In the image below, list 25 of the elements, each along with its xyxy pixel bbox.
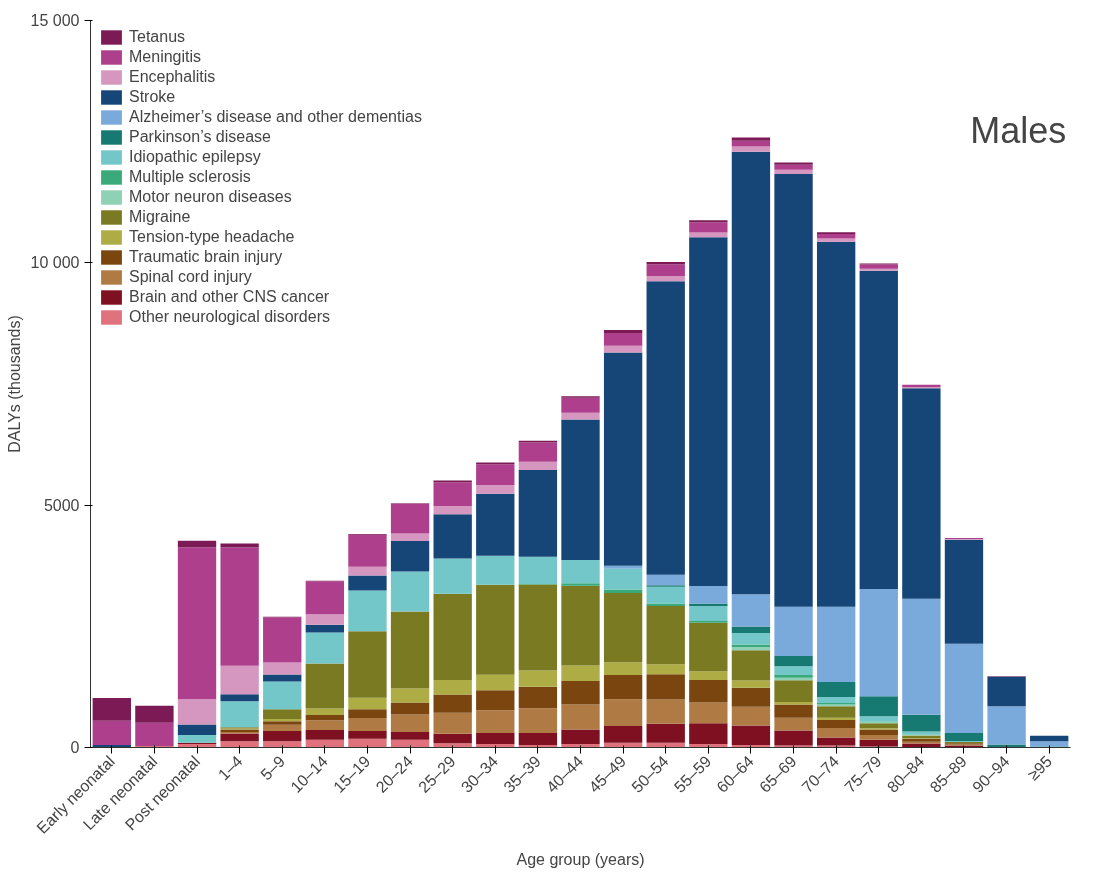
y-tick-label: 5000	[43, 496, 80, 514]
legend-label: Alzheimer’s disease and other dementias	[129, 108, 422, 126]
legend-label: Idiopathic epilepsy	[129, 148, 261, 166]
y-tick-label: 15 000	[30, 12, 80, 29]
legend-label: Meningitis	[129, 48, 202, 66]
x-tick-label: 1–4	[214, 752, 246, 784]
x-axis-title: Age group (years)	[516, 850, 645, 868]
x-tick-label: ≥95	[1024, 752, 1056, 784]
annotation: Males	[970, 110, 1067, 152]
x-tick-label: 5–9	[257, 752, 289, 784]
legend-label: Tension-type headache	[129, 228, 295, 246]
legend-label: Motor neuron diseases	[129, 188, 292, 206]
legend-label: Tetanus	[129, 28, 186, 46]
legend-label: Brain and other CNS cancer	[129, 288, 330, 306]
legend-label: Multiple sclerosis	[129, 168, 251, 186]
legend-label: Parkinson’s disease	[129, 128, 272, 146]
y-axis-title: DALYs (thousands)	[5, 315, 23, 453]
legend-label: Encephalitis	[129, 68, 216, 86]
y-tick-label: 0	[70, 739, 80, 756]
legend-label: Other neurological disorders	[129, 308, 330, 326]
legend-label: Migraine	[129, 208, 191, 226]
legend-label: Stroke	[129, 88, 176, 106]
legend-label: Traumatic brain injury	[129, 248, 283, 266]
legend-label: Spinal cord injury	[129, 268, 252, 286]
y-tick-label: 10 000	[30, 254, 80, 272]
